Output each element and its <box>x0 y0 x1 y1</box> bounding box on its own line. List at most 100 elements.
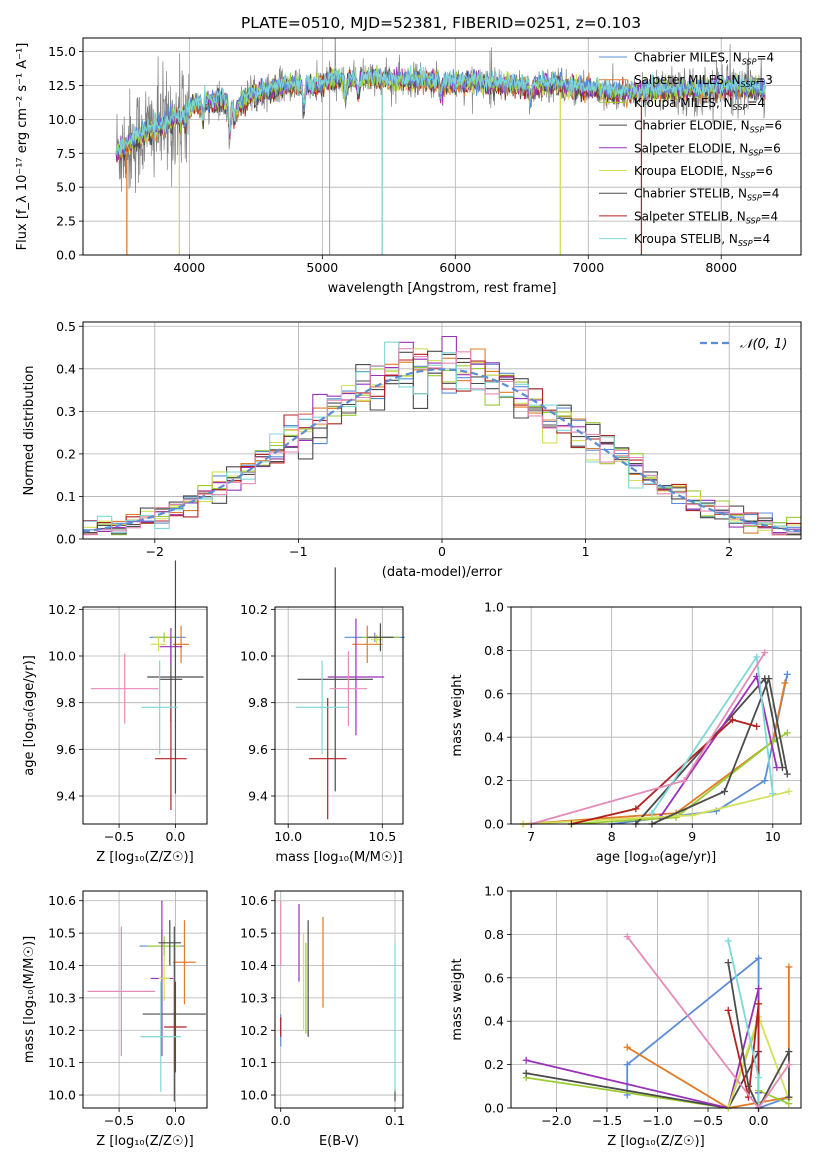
y-tick-label: 0.8 <box>484 927 504 942</box>
y-tick-label: 0.4 <box>484 1014 504 1029</box>
x-tick-label: −0.5 <box>104 829 134 844</box>
subscript: SSP <box>741 80 756 89</box>
subscript: SSP <box>738 239 753 248</box>
y-tick-label: 10.2 <box>48 1023 76 1038</box>
y-tick-label: 10.6 <box>240 893 268 908</box>
legend-label: Chabrier STELIB, NSSP=4 <box>634 187 779 203</box>
x-axis-label: E(B-V) <box>319 1134 359 1149</box>
spectrum-legend: Chabrier MILES, NSSP=4 Salpeter MILES, NS… <box>599 51 782 248</box>
legend-label: Kroupa MILES, NSSP=4 <box>634 96 765 112</box>
y-axis-label: mass weight <box>450 958 465 1040</box>
y-tick-label: 7.5 <box>56 146 76 161</box>
y-tick-label: 10.5 <box>240 926 268 941</box>
subscript: SSP <box>741 171 756 180</box>
y-tick-label: 12.5 <box>48 78 76 93</box>
y-tick-label: 0.4 <box>484 730 504 745</box>
histograms <box>83 335 801 536</box>
y-tick-label: 0.2 <box>484 773 504 788</box>
subscript: SSP <box>746 216 761 225</box>
x-tick-label: 0.0 <box>749 1113 769 1128</box>
y-tick-label: 10.3 <box>48 990 76 1005</box>
legend-label: Kroupa ELODIE, NSSP=6 <box>634 164 773 180</box>
y-tick-label: 10.0 <box>240 1088 268 1103</box>
x-tick-label: 0 <box>438 544 446 559</box>
y-tick-label: 0.4 <box>56 361 76 376</box>
y-tick-label: 10.0 <box>48 112 76 127</box>
x-tick-label: 4000 <box>173 260 205 275</box>
axes-frame <box>510 606 802 825</box>
subscript: SSP <box>747 194 762 203</box>
y-tick-label: 10.0 <box>48 649 76 664</box>
mass_vs_ebv-panel: 0.0 0.1 10.0 10.1 10.2 10.3 10.4 10.5 10.6 E(B-V) <box>240 890 405 1149</box>
y-tick-label: 0.2 <box>56 446 76 461</box>
x-tick-label: 1 <box>582 544 590 559</box>
legend-label: Salpeter MILES, NSSP=3 <box>634 73 773 89</box>
y-tick-label: 0.8 <box>484 643 504 658</box>
legend-value: =3 <box>755 73 773 87</box>
legend-value: =6 <box>763 141 781 155</box>
weight-line-chabrier_stelib <box>651 675 789 825</box>
axes-frame <box>82 890 208 1109</box>
x-axis-label: age [log₁₀(age/yr)] <box>596 850 717 865</box>
y-tick-label: 0.2 <box>484 1057 504 1072</box>
histogram-salpeter_stelib <box>83 353 801 536</box>
x-tick-label: 10 <box>765 829 781 844</box>
axes-frame <box>274 890 404 1109</box>
y-tick-label: 2.5 <box>56 214 76 229</box>
figure-title: PLATE=0510, MJD=52381, FIBERID=0251, z=0… <box>241 14 641 32</box>
residuals-panel: −2 −1 0 1 2 0.0 0.1 0.2 0.3 0.4 0.5 (data-model)/er… <box>22 319 802 580</box>
x-tick-label: −1 <box>289 544 307 559</box>
x-tick-label: −0.5 <box>693 1113 723 1128</box>
x-tick-label: 0.0 <box>271 1113 291 1128</box>
x-tick-label: −2 <box>146 544 164 559</box>
y-tick-label: 9.6 <box>248 742 268 757</box>
weight-line-salpeter_elodie <box>659 674 778 819</box>
x-tick-label: 5000 <box>306 260 338 275</box>
y-tick-label: 0.6 <box>484 686 504 701</box>
y-tick-label: 1.0 <box>484 884 504 899</box>
weight-line-salpeter_elodie <box>525 988 760 1110</box>
legend-value: =4 <box>756 51 774 65</box>
x-tick-label: 2 <box>725 544 733 559</box>
subscript: SSP <box>733 103 748 112</box>
x-axis-label: mass [log₁₀(M/M☉)] <box>275 850 402 865</box>
legend-value: =4 <box>760 209 778 223</box>
weight-line-salpeter_miles <box>523 682 786 825</box>
x-axis-label: Z [log₁₀(Z/Z☉)] <box>607 1134 704 1149</box>
y-tick-label: 10.3 <box>240 990 268 1005</box>
axes-frame <box>510 890 802 1109</box>
legend-value: =4 <box>747 96 765 110</box>
y-tick-label: 0.5 <box>56 319 76 334</box>
x-tick-label: 10.5 <box>368 829 396 844</box>
x-tick-label: 0.0 <box>165 1113 185 1128</box>
y-axis-label: Normed distribution <box>22 366 37 496</box>
spectrum-lines <box>115 38 766 255</box>
y-axis-label: mass [log₁₀(M/M☉)] <box>22 936 37 1063</box>
x-tick-label: 9 <box>688 829 696 844</box>
legend-label: Salpeter ELODIE, NSSP=6 <box>634 141 781 157</box>
y-tick-label: 10.4 <box>240 958 268 973</box>
y-tick-label: 9.8 <box>248 695 268 710</box>
y-tick-label: 10.0 <box>240 649 268 664</box>
legend-value: =4 <box>762 187 780 201</box>
legend-value: =6 <box>764 119 782 133</box>
y-axis-label: Flux [f_λ 10⁻¹⁷ erg cm⁻² s⁻¹ A⁻¹] <box>15 43 30 251</box>
legend-value: =6 <box>755 164 773 178</box>
y-tick-label: 10.2 <box>240 602 268 617</box>
y-tick-label: 0.0 <box>56 532 76 547</box>
y-tick-label: 9.4 <box>248 789 268 804</box>
weight-line-salpeter_stelib <box>727 1003 760 1108</box>
y-tick-label: 0.6 <box>484 970 504 985</box>
y-tick-label: 9.4 <box>56 789 76 804</box>
y-axis-label: age [log₁₀(age/yr)] <box>22 655 37 776</box>
legend-label: Chabrier MILES, NSSP=4 <box>634 51 774 67</box>
x-axis-label: Z [log₁₀(Z/Z☉)] <box>96 850 193 865</box>
x-axis-label: (data-model)/error <box>382 565 503 580</box>
y-tick-label: 5.0 <box>56 180 76 195</box>
y-tick-label: 10.5 <box>48 926 76 941</box>
legend-label: Salpeter STELIB, NSSP=4 <box>634 209 778 225</box>
legend-label: Chabrier ELODIE, NSSP=6 <box>634 119 782 135</box>
x-tick-label: 8 <box>608 829 616 844</box>
y-tick-label: 0.3 <box>56 404 76 419</box>
x-tick-label: 7 <box>527 829 535 844</box>
